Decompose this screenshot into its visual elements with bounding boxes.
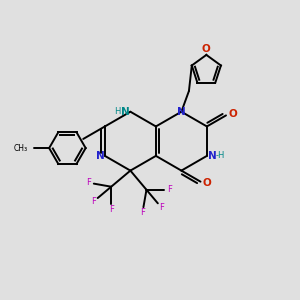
Text: F: F <box>86 178 91 187</box>
Text: CH₃: CH₃ <box>14 144 28 153</box>
Text: O: O <box>202 178 211 188</box>
Text: N: N <box>177 107 186 117</box>
Text: F: F <box>159 203 164 212</box>
Text: H: H <box>114 107 120 116</box>
Text: F: F <box>109 205 114 214</box>
Text: O: O <box>202 44 211 54</box>
Text: -H: -H <box>216 152 225 160</box>
Text: N: N <box>208 151 217 161</box>
Text: N: N <box>96 151 105 161</box>
Text: O: O <box>228 109 237 119</box>
Text: F: F <box>91 197 96 206</box>
Text: F: F <box>167 185 172 194</box>
Text: N: N <box>121 107 130 117</box>
Text: F: F <box>140 208 145 217</box>
